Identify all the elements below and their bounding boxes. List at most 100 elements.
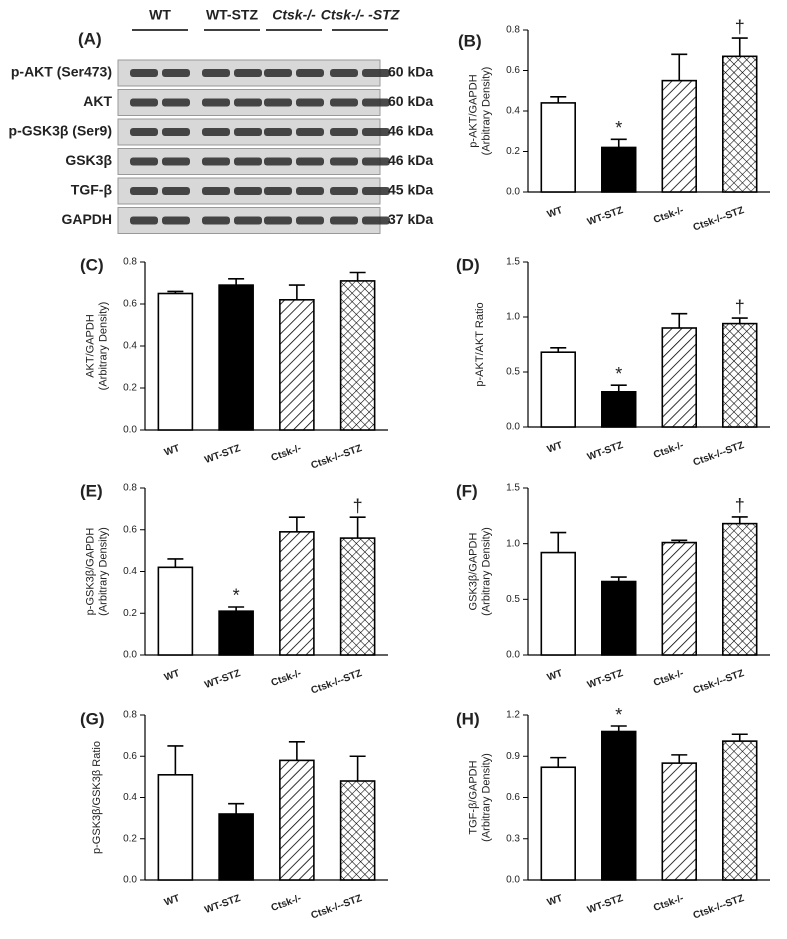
x-tick-label: WT-STZ	[586, 668, 625, 691]
blot-band	[234, 187, 262, 195]
blot-band	[264, 98, 292, 107]
x-tick-label: WT	[163, 893, 181, 909]
y-axis-label: (Arbitrary Density)	[97, 527, 109, 616]
blot-band	[362, 69, 390, 77]
blot-row-label: GSK3β	[65, 152, 112, 168]
bar	[339, 280, 376, 431]
blot-band	[362, 216, 390, 225]
blot-band	[202, 216, 230, 225]
y-tick-label: 0.8	[123, 257, 137, 268]
x-tick-label: Ctsk-/-	[270, 443, 303, 464]
blot-band	[330, 157, 358, 166]
y-tick-label: 1.2	[506, 710, 520, 721]
blot-band	[264, 216, 292, 225]
bar-chart: (F) 0.0 0.5 1.0 1.5 GSK3β/GAPDH (Arbitrary Den…	[456, 481, 770, 697]
y-tick-label: 0.0	[123, 650, 137, 661]
significance-mark: †	[735, 496, 745, 516]
blot-row-label: AKT	[83, 93, 112, 109]
blot-band	[264, 69, 292, 77]
blot-kda: 60 kDa	[388, 93, 433, 109]
bar	[279, 759, 315, 881]
blot-band	[296, 98, 324, 107]
panel-label: (C)	[80, 255, 104, 274]
blot-band	[162, 69, 190, 77]
bar	[339, 537, 376, 656]
significance-mark: *	[615, 118, 622, 138]
x-tick-label: Ctsk-/--STZ	[692, 205, 746, 234]
x-tick-label: WT	[546, 205, 564, 221]
lane-label: Ctsk-/- -STZ	[321, 7, 400, 23]
y-tick-label: 0.4	[123, 792, 137, 803]
significance-mark: *	[615, 705, 622, 725]
bar-chart: (D) 0.0 0.5 1.0 1.5 p-AKT/AKT Ratio WT WT-STZ Ct…	[456, 255, 770, 469]
bar-chart: (B) 0.0 0.2 0.4 0.6 0.8 p-AKT/GAPDH (Arbitrary …	[458, 17, 770, 234]
blot-band	[130, 98, 158, 107]
y-tick-label: 0.6	[123, 299, 137, 310]
y-tick-label: 0.8	[506, 25, 520, 36]
bar	[601, 580, 637, 656]
x-tick-label: Ctsk-/--STZ	[692, 440, 746, 469]
y-tick-label: 0.0	[506, 650, 520, 661]
blot-band	[130, 128, 158, 136]
panel-label: (B)	[458, 31, 482, 50]
blot-band	[130, 157, 158, 166]
blot-band	[362, 128, 390, 136]
bar	[279, 298, 315, 431]
y-axis-label: (Arbitrary Density)	[97, 302, 109, 391]
significance-mark: *	[615, 364, 622, 384]
y-axis-label: (Arbitrary Density)	[480, 527, 492, 616]
blot-band	[162, 216, 190, 225]
x-tick-label: WT-STZ	[203, 668, 242, 691]
panel-label: (H)	[456, 709, 480, 728]
blot-band	[330, 216, 358, 225]
y-tick-label: 0.0	[123, 875, 137, 886]
lane-label: Ctsk-/-	[272, 7, 316, 23]
y-tick-label: 0.6	[123, 524, 137, 535]
x-tick-label: Ctsk-/-	[652, 893, 685, 914]
y-tick-label: 0.2	[123, 608, 137, 619]
y-tick-label: 0.3	[506, 833, 520, 844]
x-tick-label: WT-STZ	[586, 893, 625, 916]
x-tick-label: Ctsk-/--STZ	[310, 893, 364, 922]
bar	[540, 351, 576, 428]
x-tick-label: WT	[546, 440, 564, 456]
x-tick-label: Ctsk-/-	[270, 668, 303, 689]
y-tick-label: 0.2	[123, 383, 137, 394]
bar	[722, 740, 758, 881]
x-tick-label: Ctsk-/--STZ	[310, 443, 364, 472]
blot-band	[202, 98, 230, 107]
blot-band	[362, 157, 390, 166]
y-axis-label: p-GSK3β/GSK3β Ratio	[91, 741, 103, 854]
y-axis-label: p-AKT/AKT Ratio	[474, 302, 486, 386]
blot-band	[202, 187, 230, 195]
y-tick-label: 0.5	[506, 594, 520, 605]
x-tick-label: Ctsk-/--STZ	[310, 668, 364, 697]
y-tick-label: 0.8	[123, 483, 137, 494]
x-tick-label: WT	[163, 668, 181, 684]
y-tick-label: 0.6	[123, 751, 137, 762]
bar	[218, 610, 254, 656]
bar-chart: (H) 0.0 0.3 0.6 0.9 1.2 TGF-β/GAPDH (Arbitrary …	[456, 705, 770, 922]
x-tick-label: WT	[163, 443, 181, 459]
blot-kda: 45 kDa	[388, 182, 433, 198]
lane-label: WT	[149, 7, 171, 23]
panel-label: (F)	[456, 481, 478, 500]
blot-band	[234, 216, 262, 225]
blot-row-label: p-GSK3β (Ser9)	[9, 123, 112, 139]
y-tick-label: 0.6	[506, 792, 520, 803]
blot-band	[234, 157, 262, 166]
blot-band	[264, 187, 292, 195]
y-tick-label: 1.0	[506, 312, 520, 323]
blot-row-label: TGF-β	[71, 182, 113, 198]
bar	[157, 774, 194, 881]
blot-band	[202, 128, 230, 136]
y-axis-label: p-GSK3β/GAPDH	[84, 528, 96, 616]
blot-band	[330, 69, 358, 77]
x-tick-label: Ctsk-/-	[652, 668, 685, 689]
significance-mark: †	[735, 297, 745, 317]
bar	[722, 55, 758, 193]
x-tick-label: WT	[546, 893, 564, 909]
bar	[661, 541, 697, 656]
blot-band	[362, 187, 390, 195]
